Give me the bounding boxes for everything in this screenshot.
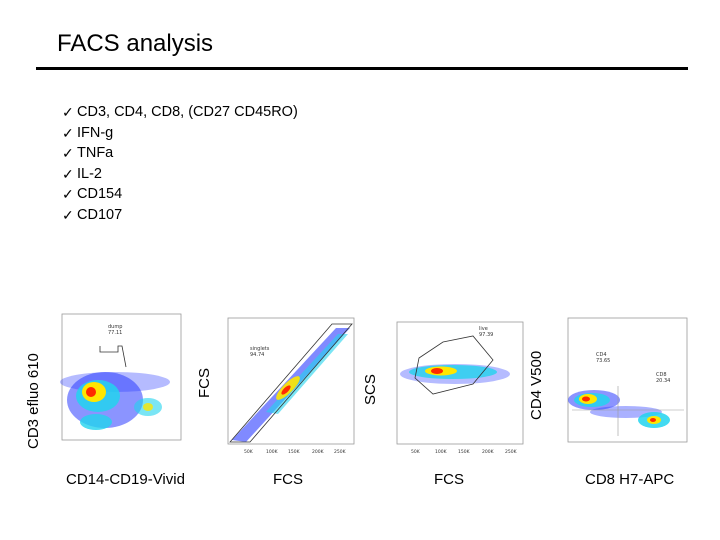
checkmark-icon: ✓ [62, 104, 74, 120]
bullet-item: ✓ IL-2 [62, 164, 298, 185]
gate-value: 20.34 [656, 378, 670, 384]
plot3-xlabel: FCS [434, 471, 464, 488]
svg-text:200K: 200K [312, 449, 325, 455]
plot1-svg: dump 77.11 [60, 313, 182, 441]
svg-text:100K: 100K [266, 449, 279, 455]
gate-label: dump [108, 324, 122, 330]
svg-text:100K: 100K [435, 449, 448, 455]
svg-text:200K: 200K [482, 449, 495, 455]
slide-title: FACS analysis [57, 30, 214, 57]
facs-plot-cd4-cd8: CD4 73.65 CD8 20.34 [566, 316, 689, 446]
gate-label: CD8 [656, 372, 667, 378]
plot3-ylabel: SCS [362, 374, 379, 405]
gate-value: 94.74 [250, 352, 264, 358]
plot1-density [60, 372, 170, 430]
checkmark-icon: ✓ [62, 145, 74, 161]
plot3-density [400, 364, 510, 384]
bullet-item: ✓ TNFa [62, 143, 298, 164]
svg-text:50K: 50K [411, 449, 421, 455]
gate-label: singlets [250, 346, 270, 352]
checkmark-icon: ✓ [62, 206, 74, 223]
gate-value: 77.11 [108, 330, 122, 336]
plot2-density [232, 328, 350, 442]
checkmark-icon: ✓ [62, 165, 74, 182]
svg-text:250K: 250K [505, 449, 518, 455]
gate-label: live [479, 326, 488, 332]
bullet-list: ✓ CD3, CD4, CD8, (CD27 CD45RO) ✓ IFN-g ✓ TN… [62, 102, 298, 225]
bullet-item: ✓ IFN-g [62, 123, 298, 144]
gate-value: 73.65 [596, 358, 610, 364]
bullet-item: ✓ CD3, CD4, CD8, (CD27 CD45RO) [62, 102, 298, 123]
plot1-ylabel: CD3 efluo 610 [25, 353, 42, 449]
facs-plot-dump: dump 77.11 [60, 312, 183, 442]
facs-plot-singlets: singlets 94.74 50K 100K 150K 200K 250K [226, 316, 356, 455]
svg-text:50K: 50K [244, 449, 254, 455]
plot2-svg: singlets 94.74 50K 100K 150K 200K 250K [227, 317, 355, 455]
title-underline [36, 67, 688, 70]
plot2-ylabel: FCS [196, 368, 213, 398]
svg-text:250K: 250K [334, 449, 347, 455]
plot2-xlabel: FCS [273, 471, 303, 488]
checkmark-icon: ✓ [62, 186, 74, 202]
bullet-item: ✓ CD107 [62, 205, 298, 226]
plot3-svg: live 97.39 50K 100K 150K 200K 250K [396, 321, 524, 455]
plot4-xlabel: CD8 H7-APC [585, 471, 675, 488]
checkmark-icon: ✓ [62, 124, 74, 141]
plot4-ylabel: CD4 V500 [528, 350, 545, 420]
plot1-xlabel: CD14-CD19-Vivid [66, 471, 185, 488]
gate-value: 97.39 [479, 332, 493, 338]
plot4-svg: CD4 73.65 CD8 20.34 [567, 317, 688, 443]
facs-plot-live: live 97.39 50K 100K 150K 200K 250K [395, 320, 525, 455]
plot4-density [568, 390, 670, 428]
bullet-item: ✓ CD154 [62, 184, 298, 205]
svg-text:150K: 150K [458, 449, 471, 455]
svg-text:150K: 150K [288, 449, 301, 455]
gate-label: CD4 [596, 352, 607, 358]
